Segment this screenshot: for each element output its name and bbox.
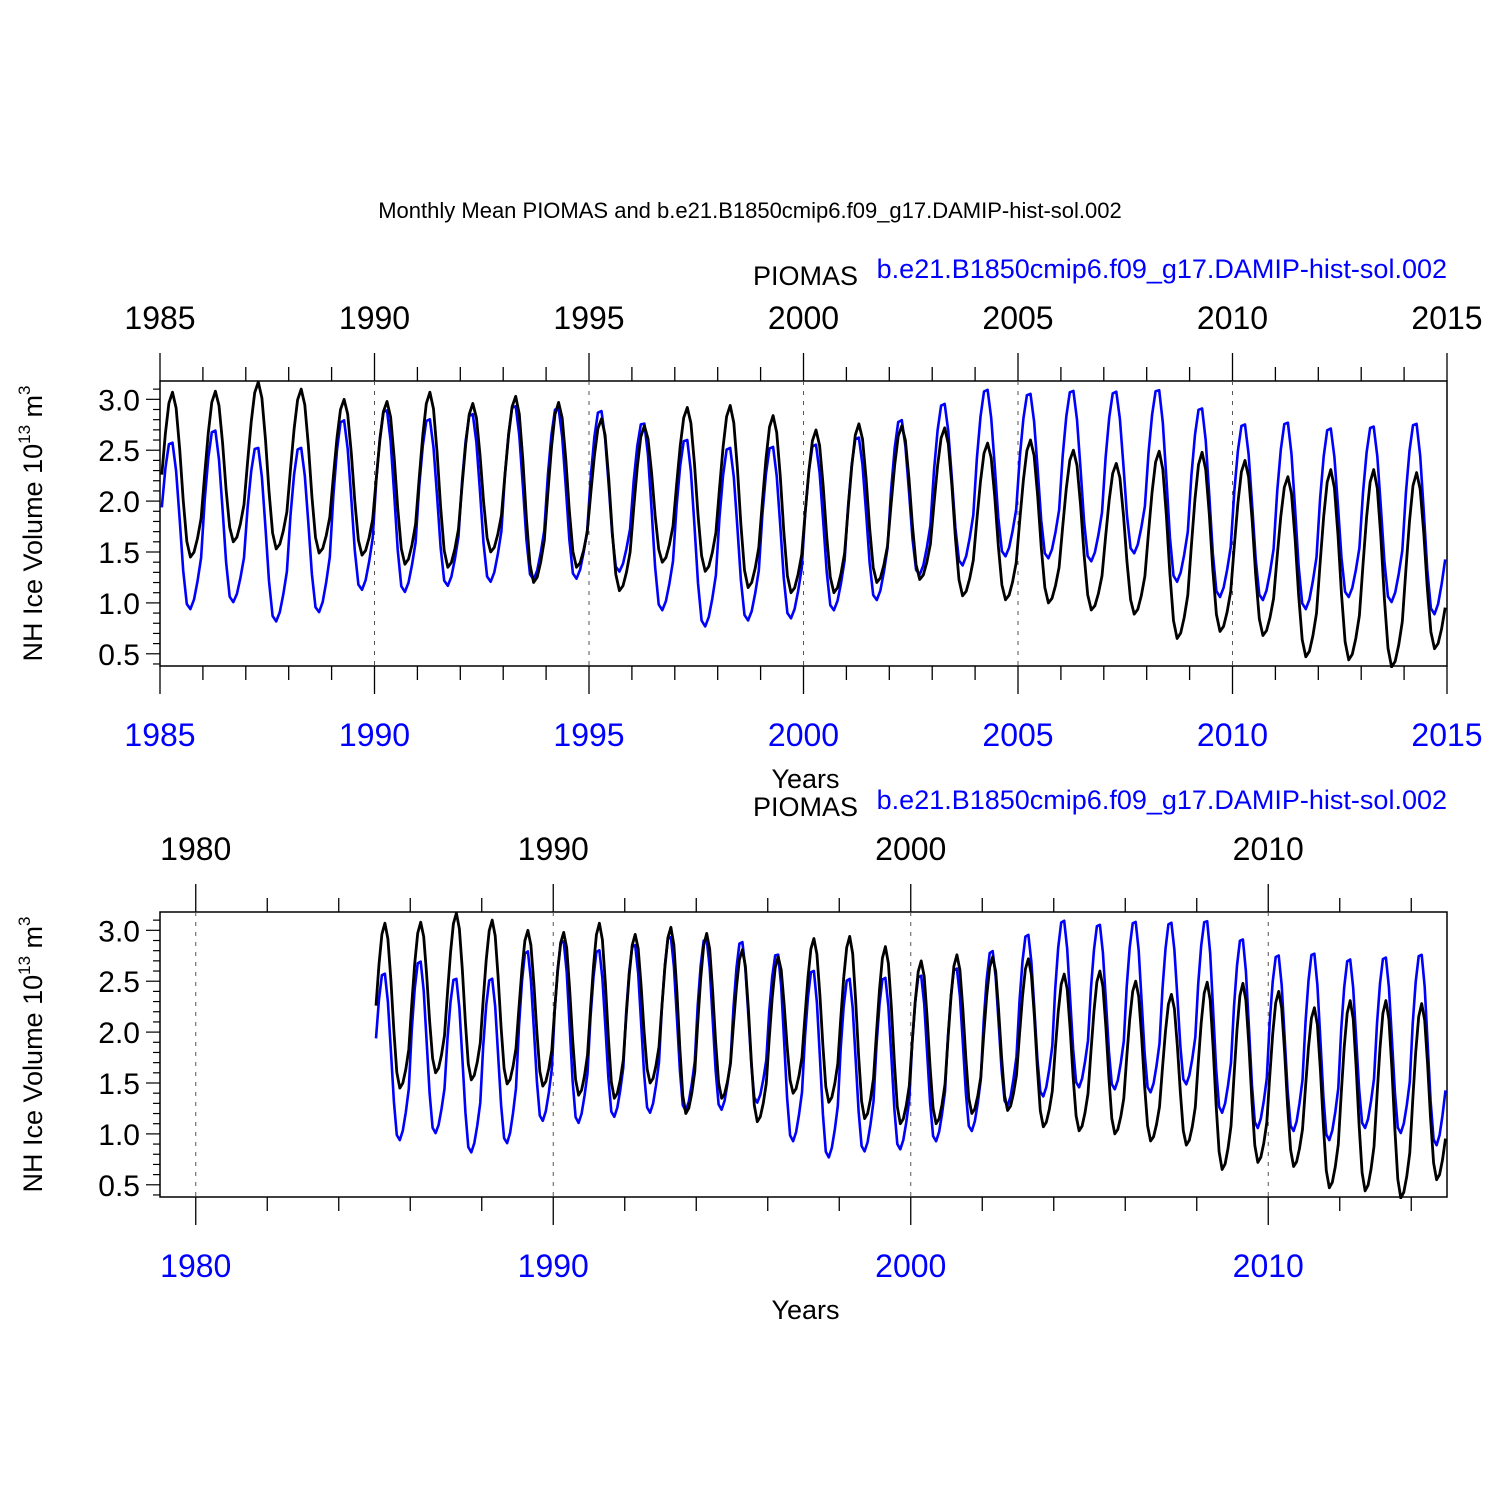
top-axis-tick-label: 2000	[768, 300, 839, 336]
top-axis-tick-label: 2005	[982, 300, 1053, 336]
top-panel: 1985 1990 1995 2000 2005 2010 2015 1985 1990 1995…	[15, 254, 1483, 794]
figure-title: Monthly Mean PIOMAS and b.e21.B1850cmip6…	[378, 198, 1122, 223]
bottom-axis-tick-label: 2010	[1197, 717, 1268, 753]
top-axis-tick-label: 2015	[1411, 300, 1482, 336]
legend-piomas: PIOMAS	[753, 792, 858, 822]
y-axis-tick-label: 0.5	[98, 639, 140, 672]
bottom-axis-tick-label: 1990	[339, 717, 410, 753]
y-axis-tick-label: 0.5	[98, 1170, 140, 1203]
top-axis-tick-label: 1995	[553, 300, 624, 336]
bottom-axis-tick-label: 1985	[124, 717, 195, 753]
bottom-axis-tick-label: 2000	[875, 1248, 946, 1284]
top-axis-tick-label: 1990	[518, 831, 589, 867]
top-axis-tick-label: 2010	[1233, 831, 1304, 867]
plot-frame	[159, 911, 1448, 1198]
top-axis-tick-label: 2000	[875, 831, 946, 867]
y-axis-label: NH Ice Volume 1013 m3	[15, 917, 48, 1193]
x-axis-label: Years	[771, 764, 839, 794]
y-axis-label: NH Ice Volume 1013 m3	[15, 386, 48, 662]
y-axis-tick-label: 2.5	[98, 435, 140, 468]
top-axis-tick-label: 1985	[124, 300, 195, 336]
top-axis-tick-label: 1990	[339, 300, 410, 336]
y-axis-tick-label: 1.5	[98, 1068, 140, 1101]
legend-piomas: PIOMAS	[753, 261, 858, 291]
y-axis-tick-label: 2.0	[98, 1017, 140, 1050]
y-axis-tick-label: 1.0	[98, 1119, 140, 1152]
y-axis-tick-label: 3.0	[98, 915, 140, 948]
y-axis-tick-label: 2.5	[98, 966, 140, 999]
bottom-axis-tick-label: 1995	[553, 717, 624, 753]
top-axis-tick-label: 2010	[1197, 300, 1268, 336]
bottom-axis-tick-label: 2000	[768, 717, 839, 753]
legend-model: b.e21.B1850cmip6.f09_g17.DAMIP-hist-sol.…	[877, 254, 1447, 284]
y-axis-tick-label: 2.0	[98, 486, 140, 519]
piomas-series-line	[160, 380, 1447, 668]
y-axis-tick-label: 3.0	[98, 384, 140, 417]
bottom-axis-tick-label: 2010	[1233, 1248, 1304, 1284]
y-axis-tick-label: 1.5	[98, 537, 140, 570]
bottom-axis-tick-label: 2015	[1411, 717, 1482, 753]
y-axis-tick-label: 1.0	[98, 588, 140, 621]
piomas-series-line	[374, 911, 1447, 1199]
x-axis-label: Years	[771, 1295, 839, 1325]
bottom-panel: 1980 1990 2000 2010 1980 1990 2000 2010 0.5 1.0 1.…	[15, 785, 1448, 1325]
bottom-axis-tick-label: 1980	[160, 1248, 231, 1284]
bottom-axis-tick-label: 1990	[518, 1248, 589, 1284]
legend-model: b.e21.B1850cmip6.f09_g17.DAMIP-hist-sol.…	[877, 785, 1447, 815]
top-axis-tick-label: 1980	[160, 831, 231, 867]
bottom-axis-tick-label: 2005	[982, 717, 1053, 753]
